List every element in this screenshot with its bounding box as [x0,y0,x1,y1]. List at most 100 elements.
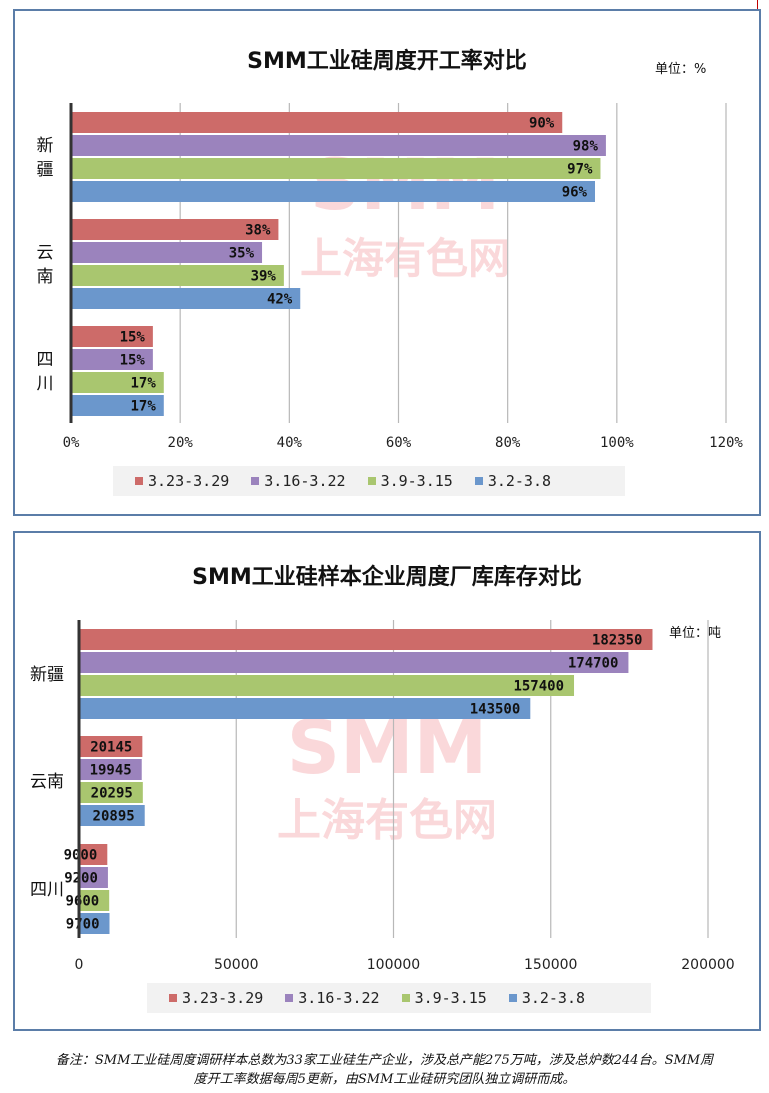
data-label: 15% [120,330,146,346]
x-tick-label: 120% [709,435,743,451]
legend-label: 3.2-3.8 [521,989,586,1007]
data-label: 20295 [91,786,133,802]
data-label: 157400 [513,679,564,695]
data-label: 42% [267,292,293,308]
bar [71,349,153,370]
bar [71,181,595,202]
legend-label: 3.23-3.29 [182,989,264,1007]
data-label: 17% [130,376,156,392]
x-tick-label: 50000 [214,957,259,973]
bar [79,736,143,757]
bar [71,112,563,133]
data-label: 9600 [65,894,99,910]
x-tick-label: 60% [386,435,412,451]
data-label: 38% [245,223,271,239]
bar [71,242,263,263]
legend-item: 3.23-3.29 [169,989,263,1007]
bar [71,135,606,156]
data-label: 17% [130,399,156,415]
bar [79,805,145,826]
data-label: 20145 [90,740,132,756]
x-tick-label: 20% [168,435,194,451]
chart-panel-inventory: SMM 上海有色网 0 50000 100000 150000 200000 182350 17… [13,531,761,1031]
x-tick-label: 0% [63,435,80,451]
data-label: 96% [562,185,588,201]
bar [79,652,629,673]
bar [79,675,575,696]
bar [79,890,110,911]
chart-legend: 3.23-3.29 3.16-3.22 3.9-3.15 3.2-3.8 [147,983,651,1013]
data-label: 182350 [592,633,643,649]
chart-title: SMM工业硅样本企业周度厂库库存对比 [192,565,582,590]
footnote: 备注：SMM工业硅周度调研样本总数为33家工业硅生产企业，涉及总产能275万吨，… [0,1051,769,1089]
legend-swatch [508,994,517,1002]
bar [79,698,531,719]
data-label: 9200 [64,871,98,887]
legend-item: 3.2-3.8 [474,472,552,490]
bar [71,326,153,347]
category-label: 云南 [37,243,54,287]
x-tick-label: 200000 [681,957,734,973]
chart-title: SMM工业硅周度开工率对比 [247,49,527,74]
watermark-text: 上海有色网 [277,795,497,846]
legend-label: 3.16-3.22 [264,472,346,490]
legend-label: 3.9-3.15 [380,472,453,490]
corner-mark [757,0,758,14]
bar [71,158,601,179]
data-label: 20895 [93,809,135,825]
x-tick-label: 150000 [524,957,577,973]
legend-item: 3.23-3.29 [135,472,229,490]
legend-swatch [367,477,376,485]
category-label: 新疆 [30,665,64,685]
bar [71,288,301,309]
legend-swatch [285,994,294,1002]
data-label: 143500 [470,702,521,718]
legend-item: 3.9-3.15 [367,472,453,490]
bar [79,782,143,803]
legend-item: 3.9-3.15 [401,989,487,1007]
legend-item: 3.16-3.22 [285,989,380,1007]
chart-legend: 3.23-3.29 3.16-3.22 3.9-3.15 3.2-3.8 [113,466,625,496]
data-label: 15% [120,353,146,369]
legend-label: 3.2-3.8 [487,472,552,490]
data-label: 90% [529,116,555,132]
legend-label: 3.9-3.15 [414,989,487,1007]
legend-label: 3.23-3.29 [148,472,230,490]
category-label: 四川 [30,880,64,900]
bar [79,844,108,865]
bar [71,372,164,393]
bar [71,265,284,286]
unit-label: 单位：吨 [669,626,722,641]
legend-swatch [251,477,260,485]
category-label: 新疆 [37,136,54,180]
legend-swatch [135,477,143,485]
data-label: 174700 [568,656,619,672]
x-tick-label: 40% [277,435,303,451]
chart-panel-operating-rate: SMM上海有色网0%20%40%60%80%100%120%90%98%97%9… [13,9,761,516]
legend-item: 3.16-3.22 [251,472,346,490]
data-label: 9700 [66,917,100,933]
category-label: 四川 [37,350,54,394]
x-tick-label: 0 [75,957,84,973]
legend-label: 3.16-3.22 [298,989,380,1007]
legend-swatch [474,477,483,485]
footnote-line-2: 度开工率数据每周5更新，由SMM工业硅研究团队独立调研而成。 [193,1072,576,1087]
data-label: 98% [573,139,599,155]
data-label: 35% [229,246,255,262]
x-tick-label: 100% [600,435,634,451]
data-label: 39% [251,269,277,285]
unit-label: 单位：% [655,62,707,77]
legend-item: 3.2-3.8 [508,989,586,1007]
x-tick-label: 100000 [367,957,420,973]
watermark-logo: SMM [287,705,488,791]
data-label: 19945 [90,763,132,779]
bar [79,913,110,934]
bar [79,629,653,650]
bar [71,395,164,416]
category-label: 云南 [30,772,64,792]
x-tick-label: 80% [495,435,521,451]
bar [71,219,279,240]
operating-rate-chart: SMM上海有色网0%20%40%60%80%100%120%90%98%97%9… [37,103,743,451]
bar [79,759,142,780]
